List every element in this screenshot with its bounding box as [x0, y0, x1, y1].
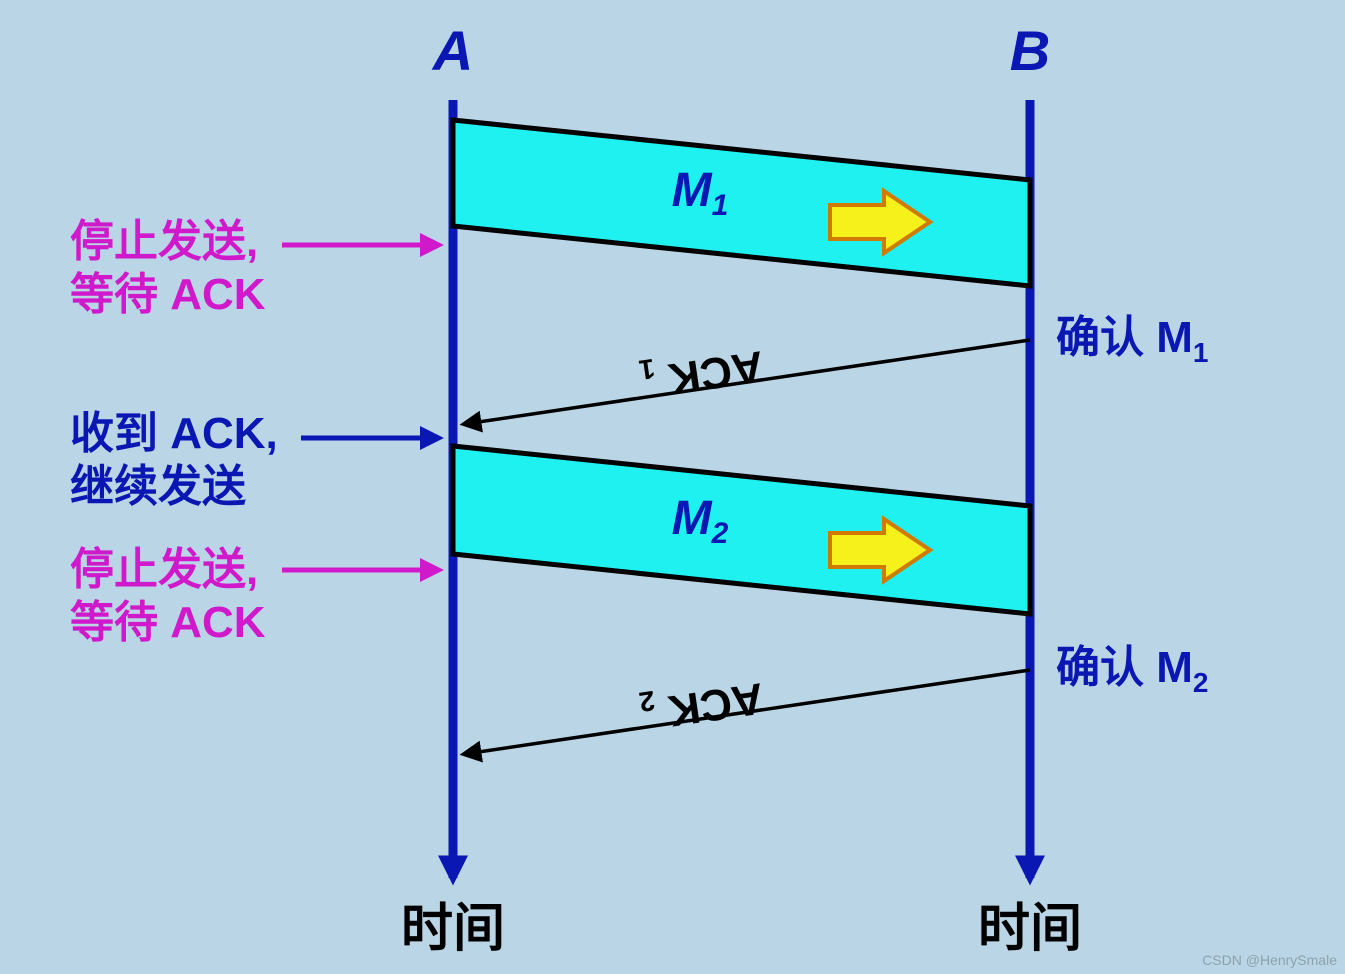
side-note-2-line-2: 继续发送: [70, 462, 246, 511]
side-note-2-line-1: 收到 ACK,: [70, 409, 278, 458]
side-note-3-line-2: 等待 ACK: [70, 598, 266, 647]
side-note-1-line-1: 停止发送,: [70, 217, 258, 266]
side-note-1-line-2: 等待 ACK: [70, 270, 266, 319]
timeline-label-B: B: [1010, 19, 1050, 82]
confirm-label-1: 确认 M1: [1056, 313, 1208, 368]
confirm-label-2: 确认 M2: [1056, 643, 1208, 698]
timeline-label-A: A: [431, 19, 473, 82]
message-band-2: [453, 446, 1030, 614]
time-label-A: 时间: [401, 900, 505, 958]
diagram-stage: ABM1M2ACK 1ACK 2停止发送,等待 ACK收到 ACK,继续发送停止…: [0, 0, 1345, 974]
ack-label-2: ACK 2: [637, 669, 767, 740]
time-label-B: 时间: [978, 900, 1082, 958]
watermark: CSDN @HenrySmale: [1202, 952, 1337, 968]
side-note-3-line-1: 停止发送,: [70, 545, 258, 594]
message-band-1: [453, 120, 1030, 286]
diagram-svg: ABM1M2ACK 1ACK 2停止发送,等待 ACK收到 ACK,继续发送停止…: [0, 0, 1345, 974]
